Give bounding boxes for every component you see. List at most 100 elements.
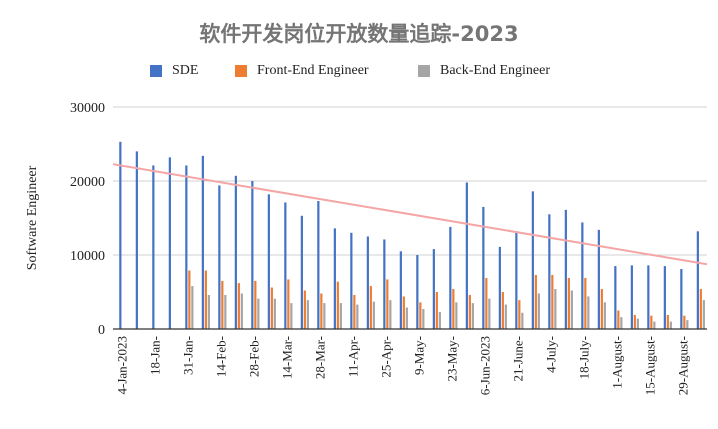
bar-sde bbox=[696, 231, 699, 329]
y-tick-label: 10000 bbox=[70, 249, 105, 264]
bar-front-end-engineer bbox=[633, 314, 636, 329]
bar-front-end-engineer bbox=[551, 274, 554, 329]
bar-sde bbox=[531, 191, 534, 329]
y-axis-label: Software Engineer bbox=[25, 165, 40, 270]
bar-front-end-engineer bbox=[518, 300, 521, 329]
legend-item-front-end: Front-End Engineer bbox=[235, 63, 369, 79]
bar-sde bbox=[218, 185, 221, 329]
bar-sde bbox=[564, 209, 567, 329]
x-tick-label: 4-July- bbox=[543, 336, 558, 373]
bar-front-end-engineer bbox=[386, 279, 389, 329]
legend-item-sde: SDE bbox=[150, 63, 198, 79]
bar-sde bbox=[300, 215, 303, 329]
bar-sde bbox=[498, 246, 501, 329]
y-tick-label: 20000 bbox=[70, 175, 105, 190]
bar-front-end-engineer bbox=[320, 293, 323, 329]
bar-back-end-engineer bbox=[422, 309, 425, 329]
x-tick-label: 9-May- bbox=[411, 336, 426, 375]
bar-sde bbox=[135, 151, 138, 329]
legend-label-sde: SDE bbox=[172, 63, 199, 78]
bar-front-end-engineer bbox=[567, 277, 570, 329]
bar-front-end-engineer bbox=[468, 294, 471, 329]
bar-sde bbox=[267, 194, 270, 329]
bar-front-end-engineer bbox=[237, 283, 240, 329]
x-tick-label: 31-Jan- bbox=[180, 336, 195, 375]
bar-sde bbox=[663, 266, 666, 329]
bar-front-end-engineer bbox=[188, 270, 191, 329]
bar-sde bbox=[630, 265, 633, 329]
y-tick-label: 30000 bbox=[70, 101, 105, 116]
x-tick-label: 15-August- bbox=[642, 336, 657, 395]
bar-sde bbox=[647, 265, 650, 329]
bar-back-end-engineer bbox=[471, 303, 474, 329]
bar-back-end-engineer bbox=[306, 300, 309, 329]
bar-front-end-engineer bbox=[419, 302, 422, 329]
bar-front-end-engineer bbox=[369, 286, 372, 329]
bar-back-end-engineer bbox=[356, 304, 359, 329]
bar-front-end-engineer bbox=[683, 315, 686, 329]
bar-front-end-engineer bbox=[435, 292, 438, 329]
bar-back-end-engineer bbox=[488, 298, 491, 329]
bar-back-end-engineer bbox=[389, 300, 392, 329]
bar-back-end-engineer bbox=[603, 302, 606, 329]
bar-front-end-engineer bbox=[617, 310, 620, 329]
bar-front-end-engineer bbox=[336, 281, 339, 329]
bar-front-end-engineer bbox=[600, 289, 603, 329]
bar-sde bbox=[432, 249, 435, 329]
bar-sde bbox=[449, 226, 452, 329]
x-tick-label: 21-June- bbox=[510, 336, 525, 382]
bar-back-end-engineer bbox=[405, 307, 408, 329]
bar-sde bbox=[251, 181, 254, 329]
chart-title: 软件开发岗位开放数量追踪-2023 bbox=[199, 22, 519, 46]
bar-front-end-engineer bbox=[501, 292, 504, 329]
bar-front-end-engineer bbox=[254, 280, 257, 329]
bar-back-end-engineer bbox=[702, 300, 705, 329]
bar-front-end-engineer bbox=[699, 289, 702, 329]
bar-front-end-engineer bbox=[534, 274, 537, 329]
x-tick-label: 25-Apr- bbox=[378, 336, 393, 378]
x-tick-label: 1-August- bbox=[609, 336, 624, 389]
x-tick-label: 18-Jan- bbox=[147, 336, 162, 375]
bar-sde bbox=[399, 251, 402, 329]
bar-sde bbox=[680, 269, 683, 329]
bar-back-end-engineer bbox=[323, 303, 326, 329]
bar-back-end-engineer bbox=[521, 312, 524, 329]
bar-back-end-engineer bbox=[686, 320, 689, 329]
bar-sde bbox=[350, 232, 353, 329]
bar-back-end-engineer bbox=[339, 303, 342, 329]
bar-back-end-engineer bbox=[669, 321, 672, 329]
bar-back-end-engineer bbox=[191, 286, 194, 329]
bar-sde bbox=[482, 206, 485, 329]
bar-front-end-engineer bbox=[221, 280, 224, 329]
bar-back-end-engineer bbox=[257, 298, 260, 329]
legend-label-front-end: Front-End Engineer bbox=[257, 63, 369, 78]
x-tick-label: 4-Jan-2023 bbox=[114, 336, 129, 395]
bar-sde bbox=[366, 236, 369, 329]
legend-swatch-sde bbox=[150, 65, 162, 77]
bar-front-end-engineer bbox=[402, 296, 405, 329]
legend-swatch-front-end bbox=[235, 65, 247, 77]
x-tick-label: 29-August- bbox=[675, 336, 690, 395]
x-tick-label: 28-Feb- bbox=[246, 336, 261, 377]
bar-front-end-engineer bbox=[303, 290, 306, 329]
x-tick-label: 28-Mar- bbox=[312, 336, 327, 379]
bar-back-end-engineer bbox=[455, 302, 458, 329]
bar-front-end-engineer bbox=[204, 270, 207, 329]
bar-front-end-engineer bbox=[584, 277, 587, 329]
bar-front-end-engineer bbox=[270, 287, 273, 329]
x-tick-label: 18-July- bbox=[576, 336, 591, 379]
bar-sde bbox=[416, 255, 419, 329]
bar-back-end-engineer bbox=[587, 296, 590, 329]
bar-back-end-engineer bbox=[372, 301, 375, 329]
bar-sde bbox=[581, 222, 584, 329]
bar-sde bbox=[614, 266, 617, 329]
y-tick-label: 0 bbox=[98, 323, 105, 338]
x-tick-label: 14-Feb- bbox=[213, 336, 228, 377]
bar-back-end-engineer bbox=[504, 304, 507, 329]
x-tick-label: 23-May- bbox=[444, 336, 459, 382]
bar-front-end-engineer bbox=[452, 289, 455, 329]
bar-sde bbox=[119, 141, 122, 329]
bar-back-end-engineer bbox=[636, 318, 639, 329]
bar-back-end-engineer bbox=[554, 289, 557, 329]
